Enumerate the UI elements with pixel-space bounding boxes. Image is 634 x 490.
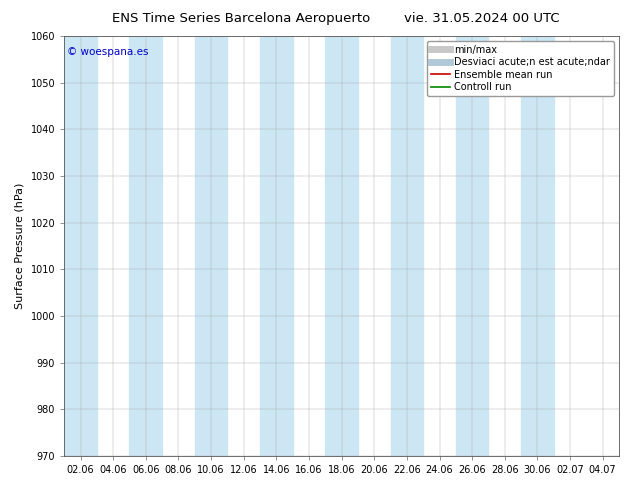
Text: ENS Time Series Barcelona Aeropuerto: ENS Time Series Barcelona Aeropuerto bbox=[112, 12, 370, 25]
Text: vie. 31.05.2024 00 UTC: vie. 31.05.2024 00 UTC bbox=[404, 12, 560, 25]
Bar bbox=[129, 36, 162, 456]
Legend: min/max, Desviaci acute;n est acute;ndar, Ensemble mean run, Controll run: min/max, Desviaci acute;n est acute;ndar… bbox=[427, 41, 614, 96]
Bar bbox=[325, 36, 358, 456]
Text: © woespana.es: © woespana.es bbox=[67, 47, 148, 57]
Bar bbox=[456, 36, 488, 456]
Bar bbox=[64, 36, 97, 456]
Y-axis label: Surface Pressure (hPa): Surface Pressure (hPa) bbox=[15, 183, 25, 309]
Bar bbox=[195, 36, 228, 456]
Bar bbox=[391, 36, 423, 456]
Bar bbox=[521, 36, 553, 456]
Bar bbox=[260, 36, 293, 456]
